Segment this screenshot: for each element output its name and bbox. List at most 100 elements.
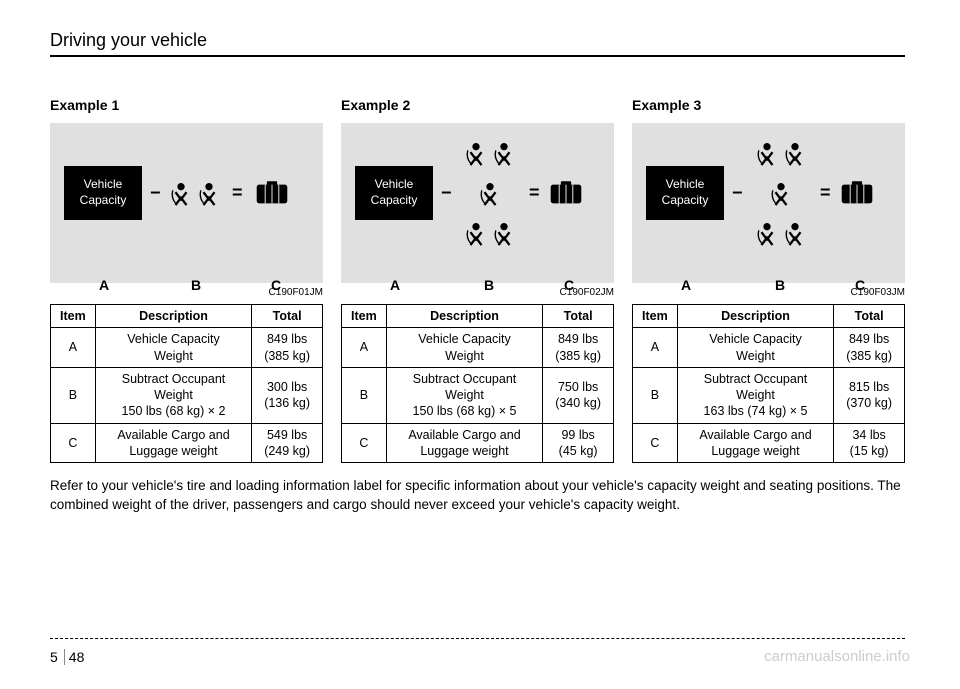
vehicle-capacity-text1: Vehicle: [84, 177, 123, 193]
example-title: Example 1: [50, 97, 323, 113]
cell-desc: Vehicle CapacityWeight: [677, 328, 834, 368]
page-num-value: 48: [69, 649, 85, 665]
data-table-1: Item Description Total A Vehicle Capacit…: [50, 304, 323, 463]
cell-desc: Available Cargo andLuggage weight: [386, 423, 543, 463]
th-item: Item: [633, 305, 678, 328]
label-b: B: [191, 277, 201, 293]
table-header-row: Item Description Total: [633, 305, 905, 328]
cell-item: B: [633, 367, 678, 423]
vehicle-capacity-text1: Vehicle: [666, 177, 705, 193]
minus-sign: −: [441, 183, 452, 204]
th-description: Description: [677, 305, 834, 328]
vehicle-capacity-box: Vehicle Capacity: [646, 166, 724, 220]
cell-item: A: [51, 328, 96, 368]
th-item: Item: [342, 305, 387, 328]
table-row: A Vehicle CapacityWeight 849 lbs(385 kg): [633, 328, 905, 368]
cell-total: 300 lbs(136 kg): [252, 367, 323, 423]
vehicle-capacity-text2: Capacity: [662, 193, 709, 209]
passenger-icon: [756, 221, 778, 252]
page-number: 548: [50, 649, 84, 665]
cell-desc: Available Cargo andLuggage weight: [677, 423, 834, 463]
cell-item: A: [633, 328, 678, 368]
dashed-divider: [50, 638, 905, 639]
passenger-icon: [465, 221, 487, 252]
example-title: Example 2: [341, 97, 614, 113]
example-2: Example 2 Vehicle Capacity − =: [341, 97, 614, 463]
label-c: C: [855, 277, 865, 293]
cell-item: C: [342, 423, 387, 463]
th-description: Description: [95, 305, 252, 328]
example-1: Example 1 Vehicle Capacity − = A B C: [50, 97, 323, 463]
passenger-icon: [756, 141, 778, 172]
passenger-icon: [493, 141, 515, 172]
cell-desc: Subtract OccupantWeight163 lbs (74 kg) ×…: [677, 367, 834, 423]
table-row: B Subtract OccupantWeight163 lbs (74 kg)…: [633, 367, 905, 423]
passenger-icon: [465, 141, 487, 172]
cell-total: 849 lbs(385 kg): [834, 328, 905, 368]
diagram-1: Vehicle Capacity − = A B C: [50, 123, 323, 283]
cell-total: 815 lbs(370 kg): [834, 367, 905, 423]
cell-desc: Vehicle CapacityWeight: [95, 328, 252, 368]
table-row: A Vehicle CapacityWeight 849 lbs(385 kg): [342, 328, 614, 368]
th-total: Total: [252, 305, 323, 328]
cell-total: 99 lbs(45 kg): [543, 423, 614, 463]
table-row: B Subtract OccupantWeight150 lbs (68 kg)…: [342, 367, 614, 423]
luggage-icon: [255, 180, 289, 213]
table-row: B Subtract OccupantWeight150 lbs (68 kg)…: [51, 367, 323, 423]
th-description: Description: [386, 305, 543, 328]
table-header-row: Item Description Total: [342, 305, 614, 328]
luggage-icon: [840, 180, 874, 213]
cell-desc: Vehicle CapacityWeight: [386, 328, 543, 368]
cell-desc: Subtract OccupantWeight150 lbs (68 kg) ×…: [95, 367, 252, 423]
cell-item: A: [342, 328, 387, 368]
passenger-icon: [770, 181, 792, 212]
label-c: C: [271, 277, 281, 293]
vehicle-capacity-box: Vehicle Capacity: [355, 166, 433, 220]
equals-sign: =: [232, 183, 243, 204]
cell-total: 849 lbs(385 kg): [543, 328, 614, 368]
cell-total: 34 lbs(15 kg): [834, 423, 905, 463]
cell-desc: Available Cargo andLuggage weight: [95, 423, 252, 463]
table-row: C Available Cargo andLuggage weight 99 l…: [342, 423, 614, 463]
cell-item: C: [633, 423, 678, 463]
page-section: 5: [50, 649, 65, 665]
data-table-2: Item Description Total A Vehicle Capacit…: [341, 304, 614, 463]
example-3: Example 3 Vehicle Capacity − =: [632, 97, 905, 463]
table-row: C Available Cargo andLuggage weight 34 l…: [633, 423, 905, 463]
label-b: B: [484, 277, 494, 293]
vehicle-capacity-text2: Capacity: [80, 193, 127, 209]
passenger-icon: [493, 221, 515, 252]
section-title: Driving your vehicle: [50, 30, 905, 57]
label-a: A: [390, 277, 400, 293]
passenger-icon: [170, 181, 192, 212]
passenger-icon: [784, 221, 806, 252]
cell-total: 849 lbs(385 kg): [252, 328, 323, 368]
cell-item: C: [51, 423, 96, 463]
cell-total: 750 lbs(340 kg): [543, 367, 614, 423]
equals-sign: =: [820, 183, 831, 204]
table-header-row: Item Description Total: [51, 305, 323, 328]
label-a: A: [681, 277, 691, 293]
minus-sign: −: [732, 183, 743, 204]
passenger-icon: [784, 141, 806, 172]
example-title: Example 3: [632, 97, 905, 113]
footer-paragraph: Refer to your vehicle's tire and loading…: [50, 477, 905, 515]
vehicle-capacity-box: Vehicle Capacity: [64, 166, 142, 220]
vehicle-capacity-text2: Capacity: [371, 193, 418, 209]
cell-total: 549 lbs(249 kg): [252, 423, 323, 463]
table-row: C Available Cargo andLuggage weight 549 …: [51, 423, 323, 463]
equals-sign: =: [529, 183, 540, 204]
label-a: A: [99, 277, 109, 293]
diagram-3: Vehicle Capacity − =: [632, 123, 905, 283]
cell-item: B: [51, 367, 96, 423]
cell-item: B: [342, 367, 387, 423]
label-b: B: [775, 277, 785, 293]
data-table-3: Item Description Total A Vehicle Capacit…: [632, 304, 905, 463]
label-c: C: [564, 277, 574, 293]
passenger-icon: [479, 181, 501, 212]
examples-row: Example 1 Vehicle Capacity − = A B C: [50, 97, 905, 463]
figure-code: C190F01JM: [50, 287, 323, 298]
vehicle-capacity-text1: Vehicle: [375, 177, 414, 193]
diagram-2: Vehicle Capacity − =: [341, 123, 614, 283]
th-total: Total: [834, 305, 905, 328]
